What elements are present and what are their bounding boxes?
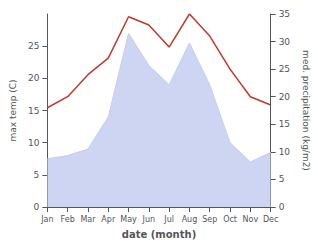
svg-text:Jun: Jun: [142, 215, 156, 224]
svg-text:25: 25: [28, 41, 39, 51]
svg-text:Aug: Aug: [182, 215, 198, 224]
svg-text:20: 20: [28, 73, 40, 83]
svg-text:May: May: [120, 215, 137, 224]
svg-text:Jan: Jan: [40, 215, 53, 224]
svg-text:5: 5: [34, 170, 40, 180]
svg-text:med. precipitation (kg/m2): med. precipitation (kg/m2): [301, 50, 311, 171]
svg-text:15: 15: [28, 106, 39, 116]
svg-text:Sep: Sep: [202, 215, 217, 224]
svg-text:10: 10: [28, 138, 40, 148]
svg-text:Jul: Jul: [163, 215, 174, 224]
svg-text:25: 25: [279, 64, 290, 74]
svg-text:Mar: Mar: [80, 215, 96, 224]
svg-text:0: 0: [279, 202, 285, 212]
svg-text:Apr: Apr: [101, 215, 116, 224]
svg-text:Feb: Feb: [61, 215, 75, 224]
svg-text:Dec: Dec: [263, 215, 278, 224]
svg-text:15: 15: [279, 119, 290, 129]
svg-text:5: 5: [279, 174, 285, 184]
svg-text:date (month): date (month): [122, 229, 196, 240]
svg-text:max temp (C): max temp (C): [8, 79, 18, 141]
svg-text:30: 30: [279, 37, 291, 47]
svg-text:Nov: Nov: [243, 215, 259, 224]
svg-text:20: 20: [279, 92, 291, 102]
svg-text:Oct: Oct: [223, 215, 237, 224]
svg-text:10: 10: [279, 147, 291, 157]
svg-text:35: 35: [279, 9, 290, 19]
svg-text:0: 0: [34, 202, 40, 212]
